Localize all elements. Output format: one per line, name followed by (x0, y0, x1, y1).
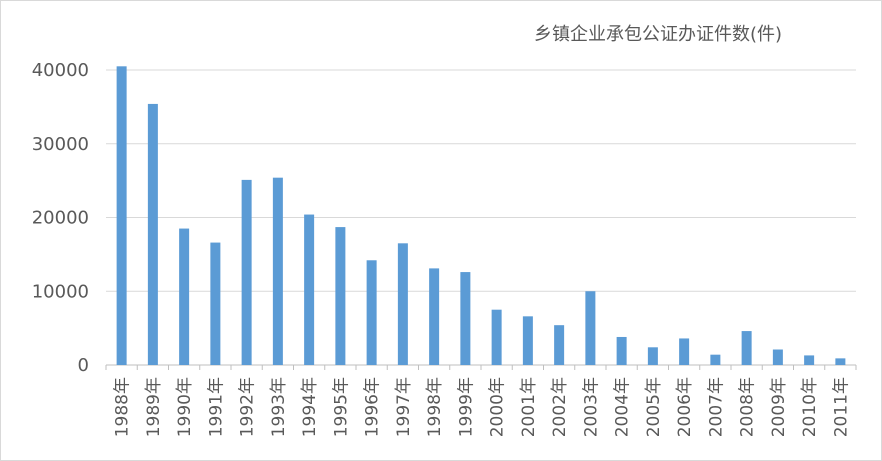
x-tick-label: 1991年 (206, 377, 226, 437)
x-axis: 1988年 1989年 1990年 1991年 1992年 1993年 1994年 1995年… (105, 365, 857, 437)
y-tick-label: 20000 (32, 208, 89, 229)
x-tick-label: 2008年 (738, 377, 758, 437)
y-tick-label: 30000 (32, 134, 89, 155)
bar-1990年 (179, 228, 190, 365)
x-tick-label: 1992年 (238, 377, 258, 437)
bar-1989年 (147, 103, 158, 366)
x-tick-label: 1995年 (331, 377, 351, 437)
bar-2003年 (585, 291, 596, 365)
bar-1998年 (429, 268, 440, 365)
bar-2010年 (804, 355, 815, 365)
x-tick-label: 2009年 (769, 377, 789, 437)
x-tick-label: 1999年 (456, 377, 476, 437)
bar-2004年 (616, 336, 627, 365)
x-tick-label: 2001年 (519, 377, 539, 437)
x-tick-label: 1993年 (269, 377, 289, 437)
bar-2001年 (522, 316, 533, 365)
bar-2006年 (679, 338, 690, 365)
bar-1991年 (210, 242, 221, 365)
bar-2011年 (835, 358, 846, 365)
bar-1993年 (272, 177, 283, 365)
bar-1999年 (460, 272, 471, 365)
x-tick-label: 2000年 (488, 377, 508, 437)
x-tick-label: 2010年 (800, 377, 820, 437)
bar-2009年 (772, 349, 783, 365)
x-tick-label: 2007年 (706, 377, 726, 437)
bar-1994年 (304, 214, 315, 365)
y-tick-label: 40000 (32, 60, 89, 81)
chart-title: 乡镇企业承包公证办证件数(件) (534, 24, 782, 45)
x-tick-label: 1997年 (394, 377, 414, 437)
x-tick-label: 1990年 (175, 377, 195, 437)
bar-2002年 (554, 325, 565, 365)
bar-2005年 (647, 347, 658, 365)
x-tick-label: 1994年 (300, 377, 320, 437)
x-tick-label: 2006年 (675, 377, 695, 437)
x-tick-label: 1988年 (113, 377, 133, 437)
x-tick-label: 1989年 (144, 377, 164, 437)
x-tick-label: 2011年 (831, 377, 851, 437)
bar-2008年 (741, 331, 752, 365)
bar-2000年 (491, 309, 502, 365)
bar-1995年 (335, 227, 346, 365)
x-tick-label: 2003年 (581, 377, 601, 437)
bar-1997年 (397, 243, 408, 365)
y-tick-label: 10000 (32, 281, 89, 302)
x-tick-label: 2005年 (644, 377, 664, 437)
bar-1992年 (241, 179, 252, 365)
y-tick-label: 0 (78, 355, 89, 376)
x-tick-label: 2004年 (613, 377, 633, 437)
x-tick-label: 1998年 (425, 377, 445, 437)
y-axis: 0 10000 20000 30000 40000 (32, 60, 89, 376)
bar-1988年 (116, 66, 127, 365)
bars (116, 66, 846, 366)
x-tick-label: 1996年 (363, 377, 383, 437)
bar-1996年 (366, 260, 377, 365)
bar-2007年 (710, 354, 721, 365)
x-tick-label: 2002年 (550, 377, 570, 437)
